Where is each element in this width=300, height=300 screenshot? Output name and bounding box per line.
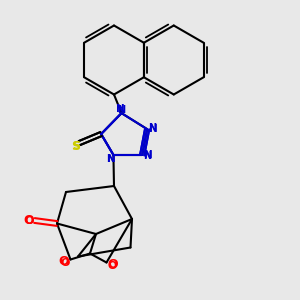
Text: N: N <box>116 103 124 114</box>
Text: N: N <box>117 104 126 115</box>
Text: S: S <box>71 140 80 153</box>
Text: O: O <box>24 215 34 226</box>
Text: N: N <box>107 154 116 164</box>
Text: N: N <box>143 152 152 161</box>
Text: N: N <box>144 150 153 160</box>
Text: O: O <box>24 214 34 227</box>
Text: N: N <box>148 123 157 133</box>
Text: O: O <box>108 258 118 272</box>
Text: O: O <box>107 261 117 271</box>
Text: O: O <box>60 258 70 268</box>
Text: N: N <box>149 124 158 134</box>
Text: N: N <box>106 154 115 164</box>
Text: S: S <box>73 141 80 151</box>
Text: O: O <box>58 255 69 268</box>
